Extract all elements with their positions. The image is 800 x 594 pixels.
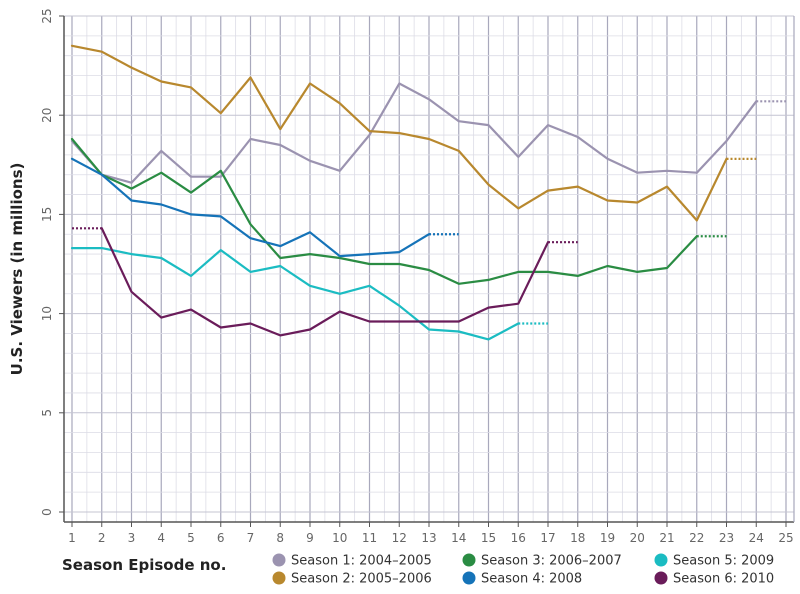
x-tick-label: 1 bbox=[68, 531, 76, 545]
series-line bbox=[70, 137, 698, 285]
y-axis-label: U.S. Viewers (in millions) bbox=[8, 163, 26, 376]
y-tick-label: 5 bbox=[40, 409, 54, 417]
x-tick-label: 14 bbox=[451, 531, 466, 545]
series-lines bbox=[70, 44, 786, 341]
tick-labels: 1 2 3 4 5 6 7 8 9 10 11 12 13 14 15 16 17 18 19 20 21 22 23 24 2… bbox=[40, 8, 794, 545]
legend-marker bbox=[272, 571, 286, 585]
x-tick-label: 25 bbox=[778, 531, 793, 545]
series-3 bbox=[70, 137, 727, 285]
legend: Season 1: 2004–2005 Season 2: 2005–2006 Se… bbox=[272, 553, 774, 587]
x-tick-label: 22 bbox=[689, 531, 704, 545]
axes bbox=[59, 15, 795, 527]
x-tick-label: 17 bbox=[540, 531, 555, 545]
legend-marker bbox=[654, 571, 668, 585]
series-5 bbox=[70, 247, 548, 341]
y-tick-label: 15 bbox=[40, 207, 54, 222]
legend-marker bbox=[654, 553, 668, 567]
x-tick-label: 7 bbox=[247, 531, 255, 545]
x-tick-label: 4 bbox=[157, 531, 165, 545]
series-line bbox=[70, 82, 758, 184]
series-line bbox=[100, 227, 550, 337]
x-tick-label: 23 bbox=[719, 531, 734, 545]
legend-label: Season 2: 2005–2006 bbox=[291, 572, 432, 587]
x-axis-label: Season Episode no. bbox=[62, 556, 226, 574]
series-4 bbox=[70, 157, 459, 258]
x-tick-label: 5 bbox=[187, 531, 195, 545]
legend-marker bbox=[462, 553, 476, 567]
series-line bbox=[70, 247, 520, 341]
grid bbox=[64, 15, 794, 522]
series-line bbox=[70, 157, 431, 258]
x-tick-label: 2 bbox=[98, 531, 106, 545]
x-tick-label: 21 bbox=[659, 531, 674, 545]
x-tick-label: 6 bbox=[217, 531, 225, 545]
legend-label: Season 6: 2010 bbox=[673, 572, 774, 587]
legend-marker bbox=[272, 553, 286, 567]
legend-label: Season 4: 2008 bbox=[481, 572, 582, 587]
x-tick-label: 10 bbox=[332, 531, 347, 545]
series-6 bbox=[72, 227, 578, 337]
legend-label: Season 3: 2006–2007 bbox=[481, 554, 622, 569]
legend-label: Season 5: 2009 bbox=[673, 554, 774, 569]
x-tick-label: 11 bbox=[362, 531, 377, 545]
series-2 bbox=[70, 44, 757, 222]
x-tick-label: 12 bbox=[392, 531, 407, 545]
x-tick-label: 15 bbox=[481, 531, 496, 545]
y-tick-label: 25 bbox=[40, 8, 54, 23]
x-tick-label: 9 bbox=[306, 531, 314, 545]
x-tick-label: 8 bbox=[276, 531, 284, 545]
x-tick-label: 20 bbox=[630, 531, 645, 545]
x-tick-label: 18 bbox=[570, 531, 585, 545]
x-tick-label: 3 bbox=[128, 531, 136, 545]
x-tick-label: 24 bbox=[749, 531, 764, 545]
y-tick-label: 0 bbox=[40, 508, 54, 516]
y-tick-label: 20 bbox=[40, 108, 54, 123]
series-1 bbox=[70, 82, 786, 184]
legend-label: Season 1: 2004–2005 bbox=[291, 554, 432, 569]
series-line bbox=[70, 44, 728, 222]
legend-marker bbox=[462, 571, 476, 585]
y-tick-label: 10 bbox=[40, 306, 54, 321]
x-tick-label: 13 bbox=[421, 531, 436, 545]
x-tick-label: 16 bbox=[511, 531, 526, 545]
x-tick-label: 19 bbox=[600, 531, 615, 545]
